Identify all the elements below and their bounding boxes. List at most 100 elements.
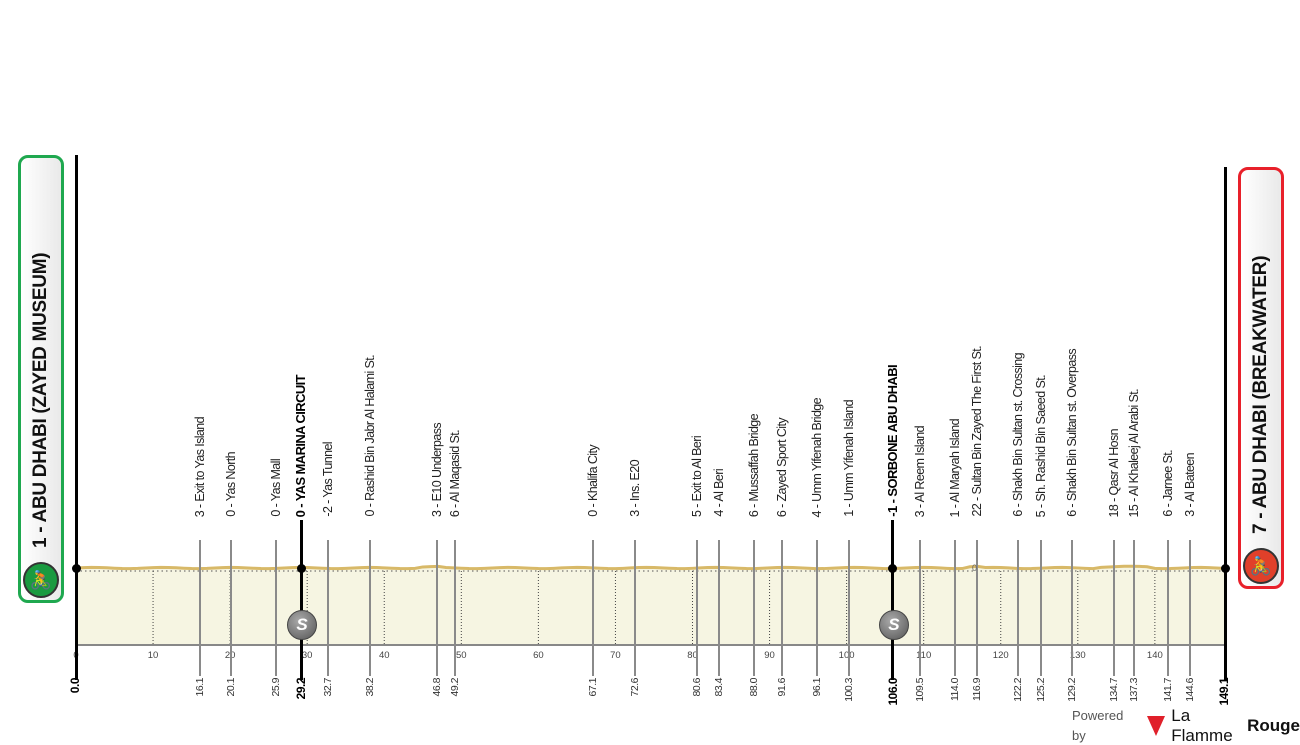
waypoint-label: 1 - Al Maryah Island [947, 418, 962, 517]
waypoint-label: 5 - Sh. Rashid Bin Saeed St. [1033, 374, 1048, 517]
axis-tick-label: 70 [610, 650, 621, 661]
axis-tick-label: 140 [1146, 650, 1163, 661]
waypoint-line [274, 540, 277, 676]
waypoint-line [299, 520, 303, 680]
waypoint-label: 1 - Umm Yifenah Island [841, 400, 856, 517]
waypoint-km: 141.7 [1161, 678, 1174, 702]
baseline-label: 0 [972, 563, 978, 573]
start-badge: 1 - ABU DHABI (ZAYED MUSEUM) 🚴 [18, 155, 64, 603]
waypoint-line [753, 540, 756, 676]
axis-tick-label: 90 [764, 650, 775, 661]
waypoint-line [435, 540, 438, 676]
waypoint-line [953, 540, 956, 676]
waypoint-km: 16.1 [194, 678, 207, 697]
waypoint-km: 106.0 [885, 678, 900, 706]
waypoint-label: 3 - E10 Underpass [429, 422, 444, 517]
waypoint-km: 134.7 [1108, 678, 1121, 702]
waypoint-dot [296, 564, 306, 573]
waypoint-km: 129.2 [1065, 678, 1078, 702]
waypoint-line [229, 540, 232, 676]
axis-tick-label: 100 [838, 650, 855, 661]
waypoint-label: 0 - Khalifa City [586, 445, 601, 517]
waypoint-line [696, 540, 699, 676]
profile-line [75, 564, 1226, 571]
waypoint-label: 6 - Shakh Bin Sultan st. Crossing [1010, 353, 1025, 517]
waypoint-km: 88.0 [748, 678, 761, 697]
axis-tick-label: 80 [687, 650, 698, 661]
waypoint-line [1016, 540, 1019, 676]
waypoint-km: 46.8 [430, 678, 443, 697]
brand-a: La Flamme [1171, 706, 1233, 745]
waypoint-label: 0 - Yas Mall [268, 459, 283, 517]
waypoint-km: 137.3 [1128, 678, 1141, 702]
axis-tick-label: 30 [301, 650, 313, 661]
waypoint-km: 49.2 [449, 678, 462, 697]
axis-tick-label: 10 [147, 650, 159, 661]
waypoint-km: 144.6 [1184, 678, 1197, 702]
axis-tick-label: 40 [378, 650, 390, 661]
waypoint-line [717, 540, 720, 676]
waypoint-label: 3 - Al Bateen [1183, 453, 1198, 517]
waypoint-line [1070, 540, 1073, 676]
brand-b: Rouge [1247, 716, 1300, 735]
waypoint-km: 83.4 [712, 678, 725, 697]
sprint-icon: S [287, 610, 318, 640]
waypoint-label: 4 - Umm Yifenah Bridge [809, 397, 824, 518]
cyclist-icon: 🚴 [1243, 548, 1279, 584]
waypoint-label: 15 - Al Khaleej Al Arabi St. [1127, 388, 1142, 517]
sprint-icon: S [878, 610, 909, 640]
waypoint-km: 29.2 [294, 678, 309, 700]
waypoint-line [1133, 540, 1136, 676]
waypoint-km: 109.5 [913, 678, 926, 702]
waypoint-km: 91.6 [775, 678, 788, 697]
waypoint-km: 114.0 [948, 678, 961, 701]
waypoint-km: 80.6 [691, 678, 704, 697]
waypoint-line [1113, 540, 1116, 676]
axis-tick-label: 50 [456, 650, 467, 661]
waypoint-label: 3 - Ins. E20 [628, 460, 643, 517]
waypoint-label: 6 - Zayed Sport City [774, 417, 789, 517]
pole-dot [1220, 564, 1230, 573]
cyclist-icon: 🚴 [23, 562, 59, 598]
waypoint-line [891, 520, 895, 680]
waypoint-km: 100.3 [842, 678, 855, 702]
waypoint-label: 18 - Qasr Al Hosn [1107, 428, 1122, 517]
waypoint-line [847, 540, 850, 676]
waypoint-km: 72.6 [629, 678, 642, 697]
waypoint-km: 25.9 [269, 678, 282, 697]
waypoint-line [1166, 540, 1169, 676]
waypoint-line [634, 540, 637, 676]
waypoint-km: 125.2 [1034, 678, 1047, 702]
waypoint-label: 6 - Mussaffah Bridge [747, 413, 762, 517]
waypoint-line [326, 540, 329, 676]
waypoint-km: 116.9 [970, 678, 983, 701]
waypoint-label: 5 - Exit to Al Beri [690, 436, 705, 517]
waypoint-label: 22 - Sultan Bin Zayed The First St. [969, 346, 984, 517]
finish-km: 149.1 [1217, 678, 1231, 706]
waypoint-label: 3 - Exit to Yas Island [193, 416, 208, 517]
finish-label: 7 - ABU DHABI (BREAKWATER) [1250, 255, 1271, 534]
start-km: 0.0 [68, 678, 82, 694]
profile-area [76, 566, 1225, 645]
waypoint-label: 0 - Rashid Bin Jabr Al Halami St. [363, 355, 378, 517]
la-flamme-rouge-logo [1147, 716, 1166, 736]
waypoint-line [369, 540, 372, 676]
waypoint-km: 32.7 [321, 678, 334, 697]
footer: Powered by La Flamme Rouge [1072, 706, 1300, 745]
waypoint-line [780, 540, 783, 676]
start-label: 1 - ABU DHABI (ZAYED MUSEUM) [30, 252, 51, 548]
pole-line [74, 155, 78, 680]
waypoint-km: 96.1 [810, 678, 823, 697]
waypoint-line [815, 540, 818, 676]
waypoint-label: 0 - Yas North [223, 452, 238, 517]
waypoint-line [199, 540, 202, 676]
waypoint-label: 0 - YAS MARINA CIRCUIT [293, 374, 309, 517]
pole-line [1223, 167, 1227, 680]
waypoint-label: -1 - SORBONE ABU DHABI [884, 365, 900, 517]
waypoint-dot [888, 564, 898, 573]
waypoint-label: 6 - Jarnee St. [1160, 450, 1175, 517]
waypoint-line [975, 540, 978, 676]
finish-badge: 7 - ABU DHABI (BREAKWATER) 🚴 [1238, 167, 1284, 589]
waypoint-line [1189, 540, 1192, 676]
